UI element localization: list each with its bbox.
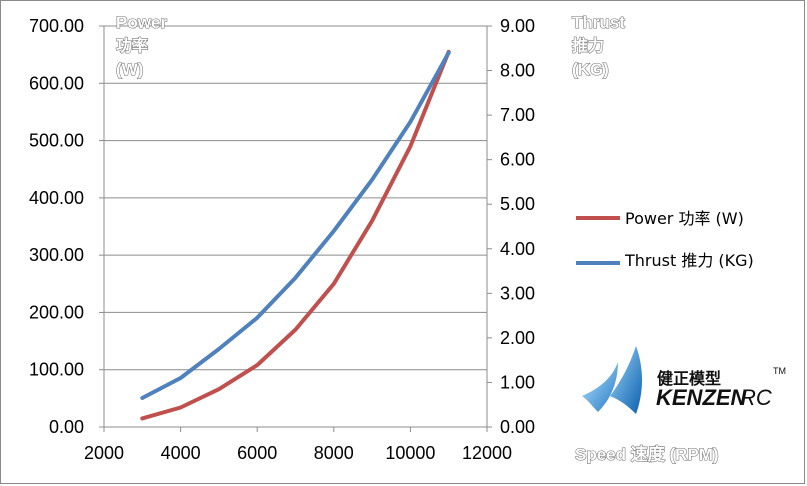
axes bbox=[103, 26, 488, 428]
x-axis-ticks: 2000 4000 6000 8000 10000 12000 bbox=[84, 427, 512, 463]
x-tick-label: 8000 bbox=[314, 443, 354, 463]
right-axis-title-line2: 推力 bbox=[572, 36, 604, 55]
right-tick-label: 1.00 bbox=[500, 372, 535, 392]
logo-kenzen-text: KENZEN bbox=[656, 385, 748, 410]
power-series-line bbox=[140, 49, 451, 421]
x-tick-label: 4000 bbox=[161, 443, 201, 463]
legend-power-label: Power 功率 (W) bbox=[625, 209, 744, 228]
logo-sail-left-icon bbox=[582, 362, 618, 412]
logo-trademark-text: TM bbox=[773, 366, 786, 376]
x-tick-label: 12000 bbox=[462, 443, 512, 463]
x-tick-label: 10000 bbox=[385, 443, 435, 463]
series-lines bbox=[140, 49, 451, 421]
right-tick-label: 7.00 bbox=[500, 105, 535, 125]
left-axis-title-line3: (W) bbox=[116, 60, 143, 79]
right-axis-title-line1: Thrust bbox=[572, 13, 625, 32]
left-tick-label: 300.00 bbox=[29, 245, 84, 265]
x-axis-title: Speed 速度 (RPM) bbox=[575, 444, 719, 464]
right-tick-label: 4.00 bbox=[500, 239, 535, 259]
right-axis-title: Thrust 推力 (KG) bbox=[571, 12, 625, 79]
x-tick-label: 2000 bbox=[84, 443, 124, 463]
left-axis-ticks: 0.00 100.00 200.00 300.00 400.00 500.00 600.00… bbox=[29, 16, 104, 437]
right-tick-label: 8.00 bbox=[500, 61, 535, 81]
left-axis-title-line2: 功率 bbox=[116, 36, 148, 55]
right-axis-ticks: 0.00 1.00 2.00 3.00 4.00 5.00 6.00 7.00 8.00 9.00 bbox=[487, 16, 535, 437]
logo-rc-text: RC bbox=[740, 385, 772, 410]
gridlines bbox=[104, 25, 487, 371]
right-tick-label: 5.00 bbox=[500, 194, 535, 214]
kenzen-logo: 健正模型 KENZEN RC TM bbox=[582, 346, 786, 414]
right-tick-label: 9.00 bbox=[500, 16, 535, 36]
right-tick-label: 6.00 bbox=[500, 150, 535, 170]
right-tick-label: 0.00 bbox=[500, 417, 535, 437]
left-tick-label: 700.00 bbox=[29, 16, 84, 36]
right-tick-label: 2.00 bbox=[500, 328, 535, 348]
left-tick-label: 200.00 bbox=[29, 302, 84, 322]
legend-thrust-label: Thrust 推力 (KG) bbox=[624, 251, 754, 270]
x-tick-label: 6000 bbox=[237, 443, 277, 463]
thrust-series-line bbox=[140, 50, 451, 400]
legend: Power 功率 (W) Thrust 推力 (KG) bbox=[576, 209, 754, 270]
left-tick-label: 100.00 bbox=[29, 360, 84, 380]
left-tick-label: 0.00 bbox=[49, 417, 84, 437]
logo-chinese-text: 健正模型 bbox=[657, 369, 721, 388]
left-tick-label: 400.00 bbox=[29, 188, 84, 208]
right-axis-title-line3: (KG) bbox=[572, 60, 609, 79]
left-tick-label: 500.00 bbox=[29, 131, 84, 151]
left-axis-title: Power 功率 (W) bbox=[115, 12, 168, 79]
right-tick-label: 3.00 bbox=[500, 283, 535, 303]
left-axis-title-line1: Power bbox=[116, 13, 167, 32]
left-tick-label: 600.00 bbox=[29, 73, 84, 93]
logo-sail-right-icon bbox=[610, 346, 642, 414]
